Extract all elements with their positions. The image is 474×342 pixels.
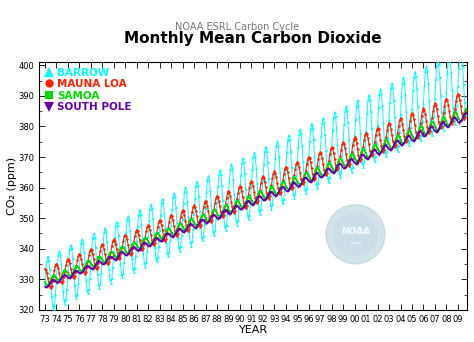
Legend: BARROW, MAUNA LOA, SAMOA, SOUTH POLE: BARROW, MAUNA LOA, SAMOA, SOUTH POLE xyxy=(42,65,134,114)
Text: NOAA: NOAA xyxy=(341,227,370,236)
X-axis label: YEAR: YEAR xyxy=(238,325,268,335)
Circle shape xyxy=(326,205,385,264)
Text: ~: ~ xyxy=(348,234,363,252)
Circle shape xyxy=(334,213,377,255)
Y-axis label: CO₂ (ppm): CO₂ (ppm) xyxy=(7,157,17,215)
Title: Monthly Mean Carbon Dioxide: Monthly Mean Carbon Dioxide xyxy=(124,31,382,46)
Text: NOAA ESRL Carbon Cycle: NOAA ESRL Carbon Cycle xyxy=(175,22,299,32)
